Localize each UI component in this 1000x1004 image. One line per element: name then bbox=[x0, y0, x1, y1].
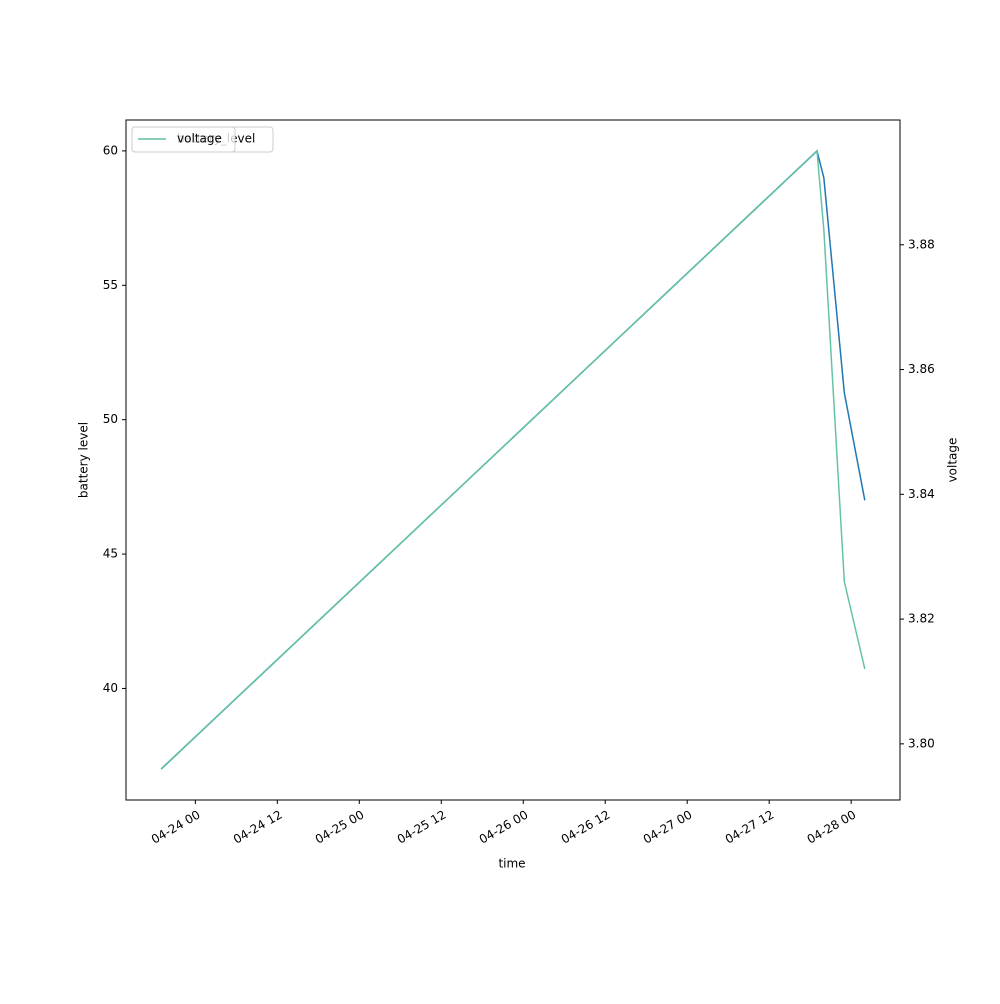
y2-tick-label: 3.80 bbox=[908, 736, 935, 750]
plot-frame bbox=[125, 119, 901, 801]
x-tick-label: 04-27 00 bbox=[641, 808, 695, 847]
y2-tick-label: 3.82 bbox=[908, 612, 935, 626]
y2-tick-label: 3.88 bbox=[908, 237, 935, 251]
x-tick-label: 04-28 00 bbox=[805, 808, 859, 847]
legend-label: voltage bbox=[177, 132, 222, 146]
y-tick-label: 60 bbox=[103, 143, 118, 157]
y-axis-label: battery level bbox=[77, 422, 91, 498]
y2-axis-label: voltage bbox=[946, 438, 960, 483]
y2-tick-label: 3.84 bbox=[908, 487, 935, 501]
y-tick-label: 55 bbox=[103, 278, 118, 292]
x-tick-label: 04-27 12 bbox=[723, 808, 777, 847]
x-axis-label: time bbox=[498, 857, 525, 871]
x-tick-label: 04-25 00 bbox=[313, 808, 367, 847]
legend-box bbox=[131, 126, 236, 153]
y-tick-label: 50 bbox=[103, 412, 118, 426]
series-line bbox=[160, 149, 866, 770]
y-tick-label: 45 bbox=[103, 547, 118, 561]
y2-tick-label: 3.86 bbox=[908, 362, 935, 376]
x-tick-label: 04-25 12 bbox=[395, 808, 449, 847]
x-tick-label: 04-24 00 bbox=[149, 808, 203, 847]
x-tick-label: 04-26 12 bbox=[559, 808, 613, 847]
series-line bbox=[160, 149, 866, 770]
y-tick-label: 40 bbox=[103, 681, 118, 695]
x-tick-label: 04-24 12 bbox=[231, 808, 285, 847]
x-tick-label: 04-26 00 bbox=[477, 808, 531, 847]
